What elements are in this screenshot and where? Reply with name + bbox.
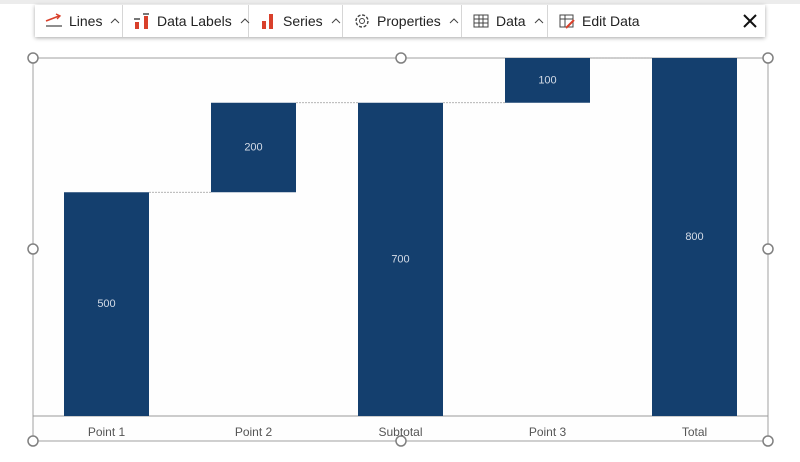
properties-label: Properties	[377, 13, 441, 29]
bar	[505, 58, 590, 103]
bar	[64, 192, 149, 416]
data-labels-label: Data Labels	[157, 13, 232, 29]
data-label: 800	[685, 231, 703, 243]
data-label: Data	[496, 13, 526, 29]
x-tick-label: Point 2	[235, 425, 273, 439]
bar	[358, 102, 443, 416]
lines-label: Lines	[69, 13, 103, 29]
data-label: 200	[244, 141, 262, 153]
data-label: 700	[391, 253, 409, 265]
edit-data-button[interactable]: Edit Data	[548, 5, 648, 37]
x-tick-label: Point 3	[529, 425, 567, 439]
handles[interactable]	[27, 52, 774, 447]
close-button[interactable]	[735, 5, 765, 37]
x-tick-label: Point 1	[88, 425, 126, 439]
bar	[211, 102, 296, 193]
x-tick-label: Total	[682, 425, 707, 439]
data-label: 100	[538, 74, 556, 86]
top-strip	[0, 0, 800, 4]
data-button[interactable]: Data	[462, 5, 548, 37]
lines-button[interactable]: Lines	[35, 5, 123, 37]
series-label: Series	[283, 13, 323, 29]
bar	[652, 58, 737, 416]
toolbar: Lines Data Labels Series Properties Data…	[35, 5, 765, 37]
data-label: 500	[97, 298, 115, 310]
series-button[interactable]: Series	[249, 5, 343, 37]
data-labels-button[interactable]: Data Labels	[123, 5, 250, 37]
properties-button[interactable]: Properties	[343, 5, 462, 37]
x-tick-label: Subtotal	[378, 425, 422, 439]
edit-data-label: Edit Data	[582, 13, 640, 29]
